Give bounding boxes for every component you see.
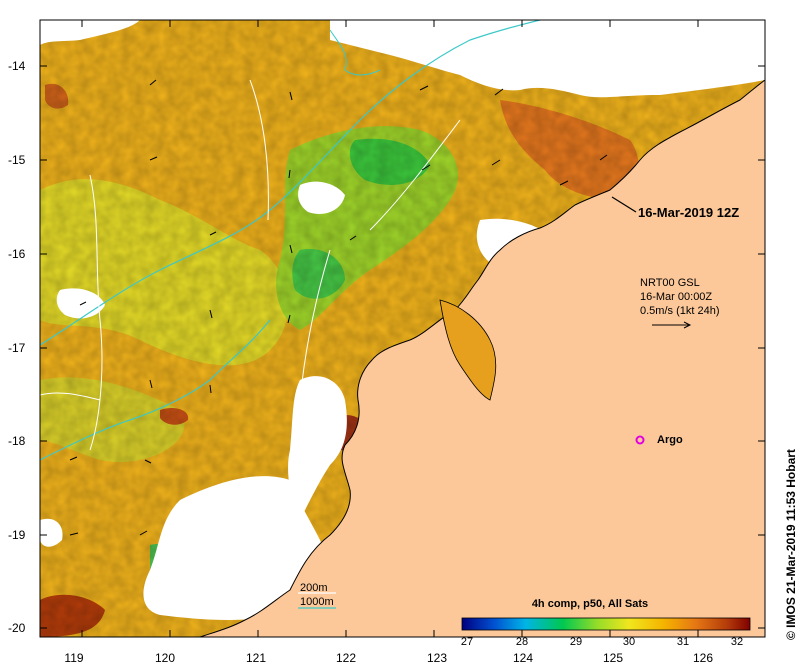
y-tick-label: -16 — [8, 247, 26, 261]
colorbar — [461, 617, 751, 631]
cloud-patch-mid — [298, 181, 345, 215]
y-tick-label: -17 — [8, 341, 26, 355]
current-scale-label: 0.5m/s (1kt 24h) — [640, 305, 720, 317]
x-tick-label: 119 — [64, 651, 84, 665]
contour-5 — [40, 392, 101, 401]
y-tick-label: -18 — [8, 434, 26, 448]
colorbar-tick: 32 — [730, 636, 744, 648]
colorbar-title: 4h comp, p50, All Sats — [531, 598, 649, 610]
current-info: NRT00 GSL 16-Mar 00:00Z 0.5m/s (1kt 24h) — [640, 276, 719, 318]
x-tick-label: 122 — [335, 651, 357, 665]
map-date-label: 16-Mar-2019 12Z — [638, 205, 740, 220]
contour-2 — [249, 79, 269, 221]
velocity-scale-arrowhead — [683, 321, 692, 329]
imos-credit: © IMOS 21-Mar-2019 11:53 Hobart — [784, 449, 798, 640]
argo-label: Argo — [657, 434, 683, 446]
x-tick-label: 126 — [692, 651, 714, 665]
y-tick-label: -20 — [8, 621, 26, 635]
current-product-label: NRT00 GSL — [640, 277, 700, 289]
x-tick-label: 125 — [602, 651, 624, 665]
cloud-patch-sw — [40, 518, 63, 547]
inlet-area — [439, 299, 497, 401]
y-tick-label: -19 — [8, 528, 26, 542]
isobath-1000m-label: 1000m — [300, 596, 334, 608]
y-tick-label: -14 — [8, 59, 26, 73]
cloud-northwest — [40, 20, 140, 45]
isobath-north — [329, 29, 381, 76]
colorbar-tick: 29 — [569, 636, 583, 648]
x-tick-label: 124 — [512, 651, 534, 665]
x-tick-label: 123 — [426, 651, 448, 665]
colorbar-tick: 30 — [622, 636, 636, 648]
current-vectors — [69, 79, 608, 536]
plot-frame — [39, 19, 766, 638]
current-time-label: 16-Mar 00:00Z — [640, 291, 713, 303]
cloud-north — [330, 20, 765, 98]
argo-marker — [635, 435, 645, 445]
contour-3 — [289, 249, 331, 521]
colorbar-tick: 27 — [460, 636, 474, 648]
y-tick-marks — [40, 65, 765, 629]
y-tick-label: -15 — [8, 153, 26, 167]
contour-1 — [89, 174, 103, 451]
x-tick-marks — [81, 20, 699, 637]
cloud-south — [143, 476, 324, 620]
colorbar-tick: 31 — [676, 636, 690, 648]
isobath-200m — [40, 20, 541, 346]
x-tick-label: 120 — [154, 651, 176, 665]
date-pointer — [611, 196, 637, 213]
colorbar-tick: 28 — [515, 636, 529, 648]
cloud-southcoast — [288, 376, 347, 520]
isobath-1000m — [40, 319, 271, 461]
contour-4 — [369, 119, 461, 231]
isobath-200m-label: 200m — [300, 582, 328, 594]
x-tick-label: 121 — [245, 651, 267, 665]
